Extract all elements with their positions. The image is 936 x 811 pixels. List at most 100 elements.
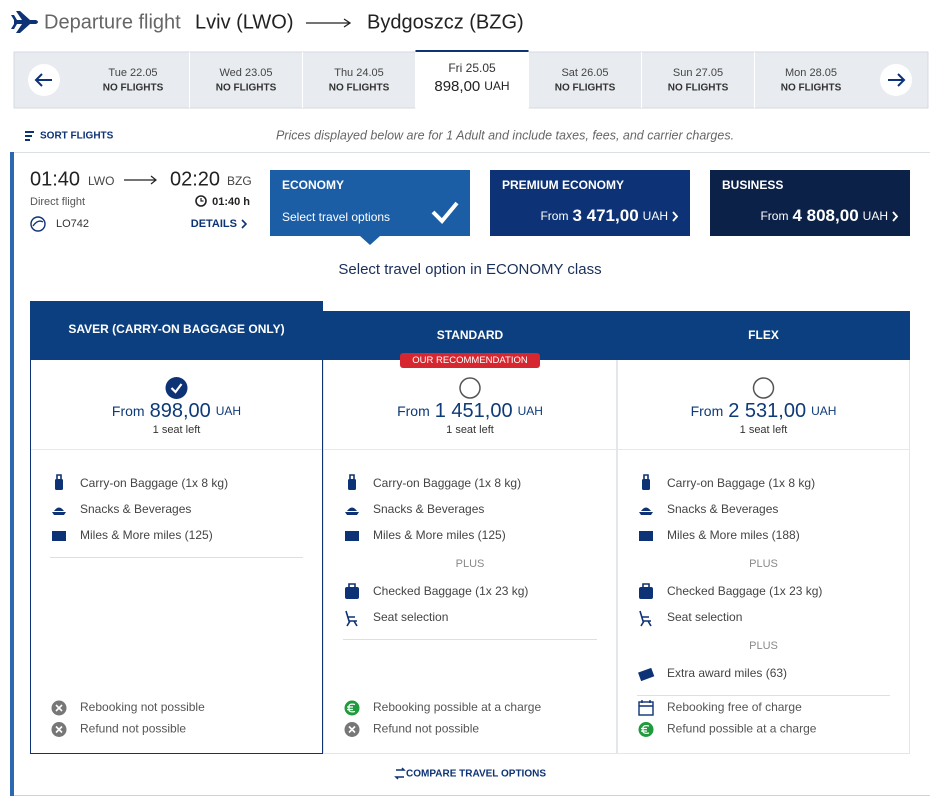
date-status: NO FLIGHTS: [103, 83, 164, 94]
icon-miles: [639, 531, 653, 541]
condition: Refund not possible: [373, 722, 479, 736]
feature: Extra award miles (63): [667, 666, 787, 680]
condition: Rebooking possible at a charge: [373, 700, 541, 714]
icon-calendar: [638, 701, 654, 716]
from-label: From: [691, 403, 724, 419]
panel-accent: [10, 152, 14, 796]
price-currency: UAH: [518, 404, 543, 418]
price-note: Prices displayed below are for 1 Adult a…: [276, 128, 734, 142]
feature: Checked Baggage (1x 23 kg): [373, 584, 528, 598]
prev-arrow: [34, 73, 52, 87]
dep-code: LWO: [88, 174, 114, 188]
icon-snacks: [52, 507, 66, 515]
seats-left: 1 seat left: [153, 424, 201, 436]
feature: Carry-on Baggage (1x 8 kg): [667, 476, 815, 490]
seats-left: 1 seat left: [740, 424, 788, 436]
icon-calendar-lines: [639, 700, 653, 707]
date-label[interactable]: Sat 26.05: [561, 67, 608, 79]
origin: Lviv (LWO): [195, 11, 294, 33]
next-arrow: [888, 73, 906, 87]
route-arrow: [306, 18, 352, 28]
price-currency: UAH: [216, 404, 241, 418]
date-status: NO FLIGHTS: [781, 83, 842, 94]
header-label: Departure flight: [44, 11, 181, 33]
date-label[interactable]: Mon 28.05: [785, 67, 837, 79]
feature: Miles & More miles (125): [80, 528, 213, 542]
flight-number: LO742: [56, 218, 89, 230]
icon-cross-mark: [55, 704, 63, 712]
condition: Refund not possible: [80, 722, 186, 736]
date-label[interactable]: Tue 22.05: [108, 67, 157, 79]
date-label[interactable]: Thu 24.05: [334, 67, 384, 79]
date-price: 898,00 UAH: [434, 78, 509, 95]
date-selected-bar: [415, 50, 529, 52]
from-label: From: [540, 209, 568, 223]
icon-carry-on: [642, 479, 650, 490]
compare-link[interactable]: COMPARE TRAVEL OPTIONS: [406, 769, 546, 780]
date-label[interactable]: Wed 23.05: [219, 67, 272, 79]
icon-checked: [345, 587, 359, 599]
cabin-price: From 4 808,00 UAH: [760, 206, 888, 225]
sort-button[interactable]: SORT FLIGHTS: [40, 131, 114, 142]
feature: Seat selection: [373, 610, 448, 624]
icon-seat: [639, 610, 652, 627]
cabin-pointer: [360, 236, 380, 245]
feature: Snacks & Beverages: [373, 502, 484, 516]
details-chevron: [241, 219, 248, 229]
icon-award: [638, 667, 655, 682]
icon-handle: [643, 474, 649, 479]
icon-miles: [345, 531, 359, 541]
feature: Miles & More miles (125): [373, 528, 506, 542]
recommendation-badge: [400, 353, 540, 368]
cabin-box[interactable]: [490, 170, 690, 236]
compare-icon: [394, 767, 406, 780]
fare-name: STANDARD: [437, 328, 504, 342]
details-link[interactable]: DETAILS: [191, 218, 237, 230]
feature: Checked Baggage (1x 23 kg): [667, 584, 822, 598]
cabin-price: From 3 471,00 UAH: [540, 206, 668, 225]
icon-euro-mark: [347, 703, 356, 713]
icon-euro: [638, 722, 654, 737]
icon-euro-mark: [641, 725, 650, 734]
arr-time: 02:20: [170, 168, 220, 190]
price-amount: 898,00: [150, 400, 211, 422]
icon-handle: [56, 474, 62, 479]
from-label: From: [397, 403, 430, 419]
sort-icon: [25, 131, 34, 141]
price-currency: UAH: [643, 209, 668, 223]
radio[interactable]: [459, 377, 481, 399]
fare-header: [617, 311, 910, 360]
from-label: From: [112, 403, 145, 419]
cabin-name: BUSINESS: [722, 178, 783, 192]
airline-logo: [30, 216, 46, 232]
icon-euro: [344, 700, 360, 716]
icon-carry-on: [348, 479, 356, 490]
plus-label: PLUS: [749, 640, 778, 652]
radio-selected[interactable]: [165, 377, 188, 399]
cabin-box[interactable]: [710, 170, 910, 236]
date-selected[interactable]: [415, 50, 529, 110]
cabin-chevron: [672, 211, 679, 222]
arr-code: BZG: [227, 174, 252, 188]
date-label[interactable]: Sun 27.05: [673, 67, 723, 79]
feature: Miles & More miles (188): [667, 528, 800, 542]
clock-icon: [195, 195, 207, 207]
icon-snacks: [345, 507, 359, 515]
radio-check: [170, 383, 183, 394]
seats-left: 1 seat left: [446, 424, 494, 436]
price-currency: UAH: [484, 79, 509, 93]
feature: Snacks & Beverages: [667, 502, 778, 516]
cabin-check: [431, 201, 459, 224]
radio[interactable]: [752, 377, 775, 399]
icon-cross-mark: [348, 725, 356, 734]
feature: Snacks & Beverages: [80, 502, 191, 516]
date-status: NO FLIGHTS: [555, 83, 616, 94]
date-status: NO FLIGHTS: [216, 83, 277, 94]
price-amount: 898,00: [434, 78, 480, 95]
feature: Carry-on Baggage (1x 8 kg): [373, 476, 521, 490]
fare-card[interactable]: [30, 301, 323, 754]
cabin-box[interactable]: [270, 170, 470, 236]
date-label: Fri 25.05: [448, 61, 496, 75]
feature: Carry-on Baggage (1x 8 kg): [80, 476, 228, 490]
